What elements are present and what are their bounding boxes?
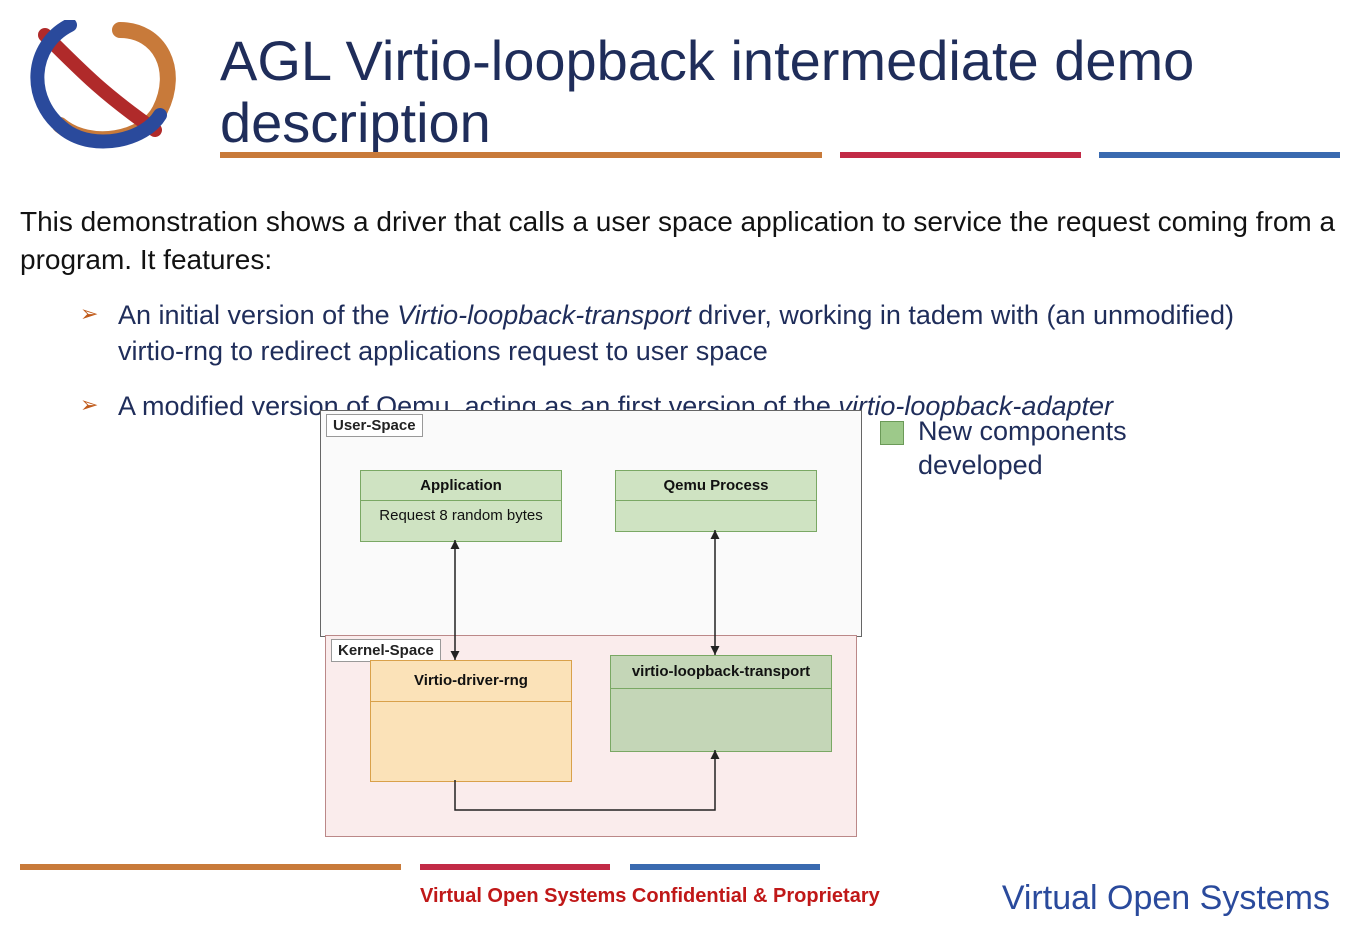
legend-swatch-icon [880, 421, 904, 445]
footer-rule [20, 864, 820, 870]
page-title: AGL Virtio-loopback intermediate demo de… [220, 30, 1320, 153]
company-name: Virtual Open Systems [1002, 879, 1330, 918]
feature-list-item: An initial version of the Virtio-loopbac… [80, 297, 1300, 370]
diagram-arrows [320, 410, 860, 840]
company-logo-icon [10, 20, 190, 150]
architecture-diagram: User-SpaceKernel-SpaceApplicationRequest… [320, 410, 860, 840]
feature-list: An initial version of the Virtio-loopbac… [80, 297, 1300, 424]
legend: New components developed [880, 415, 1178, 483]
legend-label: New components developed [918, 415, 1178, 483]
confidential-notice: Virtual Open Systems Confidential & Prop… [420, 885, 880, 908]
header-rule [220, 152, 1340, 158]
intro-paragraph: This demonstration shows a driver that c… [20, 203, 1340, 279]
